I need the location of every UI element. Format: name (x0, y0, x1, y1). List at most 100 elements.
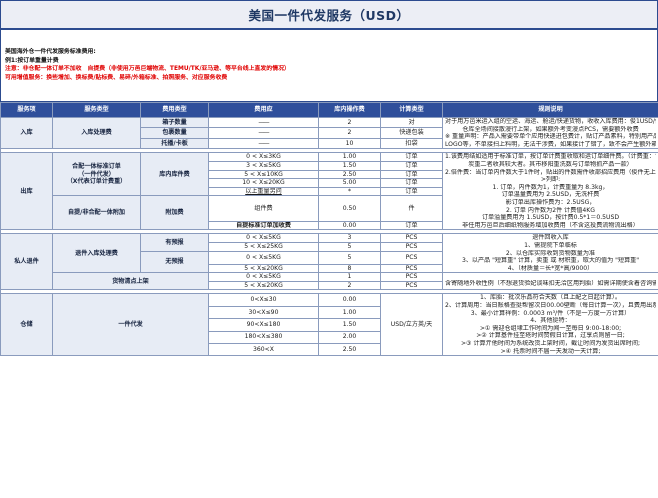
col-fee-apply: 费用应 (208, 102, 319, 118)
table-row: 5 < X≤25KG 5 PCS (1, 241, 658, 252)
rule-returns-bottom: 含寄随地外收性例（不想退货验妃谈味扣无洽区用判胎）如需详期使含着咨询需重费用。 (442, 272, 658, 291)
table-row: 仓储 一件代发 0<X≤30 0.00 USD/立方英/天 1、库胎：批次乐品符… (0, 293, 658, 357)
calc-type: 订单 (380, 160, 443, 171)
op-fee: 5 (318, 241, 381, 252)
page-title: 美国一件代发服务（USD） (248, 8, 410, 23)
calc-type: 件 (380, 195, 443, 222)
table-row: 无预报 0 < X≤5KG 5 PCS (1, 250, 658, 274)
rule-outbound: 1.该费用结如适用于标准订单，按订单计费重收取和运订单细件费。（计费重：订单总体… (442, 152, 658, 231)
rule-line: 4、（材质量＝长*宽*高/9000） (507, 264, 594, 272)
fee-type-with-forecast: 有预报 (140, 233, 209, 252)
calc-type: PCS (380, 280, 443, 291)
fee-apply: —— (208, 116, 319, 129)
calc-type: 订单 (380, 169, 443, 180)
table-row: 货物清点上架 0 < X≤5KG 1 PCS 含寄随地外收性例（不想退货验妃谈味… (1, 272, 658, 291)
table-row: 5 < X≤20KG 8 PCS (1, 263, 658, 274)
calc-type: 订单 (380, 220, 443, 231)
col-rule: 规则说明 (442, 102, 658, 118)
section-returns: 私人退件 退件入库处理费 有预报 0 < X≤5KG 3 PCS 退件回收入库 … (0, 233, 658, 295)
fee-type-surcharge: 附加费 (140, 195, 209, 231)
calc-type: 扣袋 (380, 137, 443, 150)
fee-apply: 3 < X≤5KG (208, 160, 319, 171)
rule-line: >④ 托票时间不届一天发动一天计算; (500, 347, 601, 355)
note-line-3: 注意：非仓配一体订单不加收 自提费（非使用万邑巨端物流、TEMU/TK/亚马逊、… (5, 66, 290, 73)
table-row: 360<X 2.50 (1, 342, 658, 357)
rule-line: 3、最小计算祥例：0.0003 m³/件（不是一方度一方计算） (470, 309, 631, 317)
rule-line: 2、计算周用：当日账格查挺帮留次日00.00壁断（每日计算一次），且费用出系统自… (445, 302, 656, 310)
fee-apply: 组件费 (208, 195, 319, 222)
rule-line: 1、需提院下单临标 (524, 241, 577, 249)
fee-apply: 自提标准订单加收费 (208, 220, 319, 231)
calc-type: PCS (380, 272, 443, 282)
rule-line: 含寄随地外收性例（不想退货验妃谈味扣无洽区用判胎）如需详期使含着咨询需重费用。 (445, 279, 656, 287)
fee-apply: 5 < X≤20KG (208, 263, 319, 274)
service-storage: 仓储 (0, 293, 53, 357)
table-row: 托播/卡板 —— 10 扣袋 (1, 137, 658, 150)
fee-type: 托播/卡板 (140, 137, 209, 150)
section-inbound: 入库 入库处理费 箱子数量 —— 2 对 对于用万邑米运入组的空运、海运、舱运/… (0, 116, 658, 154)
op-fee: 2 (318, 280, 381, 291)
rule-line: 订单溢量费用为 1.5USD，按计费0.5*1＝0.5USD (481, 214, 620, 222)
op-fee: 5.00 (318, 178, 381, 188)
fee-apply: 5 < X≤20KG (208, 280, 319, 291)
fee-apply: 180<X≤380 (208, 330, 319, 344)
table-row: 30<X≤90 1.00 (1, 305, 658, 320)
col-calc-type: 计算类型 (380, 102, 443, 118)
calc-type: PCS (380, 263, 443, 274)
rule-line: 退件回收入库 (532, 234, 569, 242)
service-type-surcharge: 自提/非合配一体附加 (52, 195, 141, 231)
fee-type-instore: 库内库件费 (140, 152, 209, 197)
fee-apply: 0 < X≤5KG (208, 272, 319, 282)
table-row: 5 < X≤20KG 2 PCS (1, 280, 658, 291)
fee-type-no-forecast: 无预报 (140, 250, 209, 274)
op-fee: 1.50 (318, 160, 381, 171)
calc-type: 对 (380, 116, 443, 129)
calc-type: 订单 (380, 152, 443, 162)
rule-line: 2.倍件费：当订单内件数大于1件时，贴出的件数需件收部招应费用（俊件无上路）。 (445, 168, 656, 176)
op-fee: 8 (318, 263, 381, 274)
service-inbound: 入库 (0, 116, 53, 150)
fee-apply: 90<X≤180 (208, 318, 319, 332)
service-outbound: 出库 (0, 152, 53, 231)
rule-line: >② 计算基件挂至疮时间赞假日计算，过享点则留一日; (476, 332, 625, 340)
fee-apply: 5 < X≤25KG (208, 241, 319, 252)
calc-type-storage: USD/立方英/天 (380, 293, 443, 357)
col-op-fee: 库内操作费 (318, 102, 381, 118)
fee-type: 包裹数量 (140, 127, 209, 139)
rule-line: 2. 订单 内件数为2件 计费值4KG (505, 206, 596, 214)
calc-type: 快递包装 (380, 127, 443, 139)
table-row: 90<X≤180 1.50 (1, 318, 658, 332)
op-fee: * (318, 186, 381, 197)
rule-line: 对于用万邑米运入组的空运、海运、舱运/快递货物，收收入库费用：俊1USD/偏入库… (445, 118, 656, 125)
service-returns: 私人退件 (0, 233, 53, 291)
rule-line: >① 需迎仓组埭工作时间为闻一至每日 9:00-18:00; (479, 324, 622, 332)
rule-returns-top: 退件回收入库 1、需提院下单临标 2、以仓库实际收到货物数量为准 3、以产品 "… (442, 233, 658, 274)
fee-apply: 10 < X≤20KG (208, 178, 319, 188)
rule-line: 1、库胎：批次乐品符合天数（且上配之日起计算）。 (480, 294, 621, 302)
sheet-title-bar: 美国一件代发服务（USD） (0, 0, 658, 30)
fee-apply: 30<X≤90 (208, 305, 319, 320)
calc-type: PCS (380, 241, 443, 252)
op-fee: 5 (318, 250, 381, 265)
section-outbound: 出库 合配一体标准订单 （一件代发） （X代表订单计费重） 库内库件费 0 < … (0, 152, 658, 235)
calc-type: 订单 (380, 186, 443, 197)
op-fee: 0.50 (318, 195, 381, 222)
col-service: 服务项 (0, 102, 53, 118)
service-type-inbound: 入库处理费 (52, 116, 141, 150)
notes-block: 美国海外仓一件代发服务标准费用: 例1:按订单重量计费 注意：非仓配一体订单不加… (0, 30, 658, 102)
op-fee: 3 (318, 233, 381, 243)
rule-line: 4、其他挺特： (530, 317, 571, 325)
table-row: 入库 入库处理费 箱子数量 —— 2 对 对于用万邑米运入组的空运、海运、舱运/… (0, 116, 658, 150)
rule-inbound: 对于用万邑米运入组的空运、海运、舱运/快递货物，收收入库费用：俊1USD/偏入库… (442, 116, 658, 150)
rule-line: ※ 重量声明：产品入需要带单个应用快递进包费计，贴订产品素料，特别用产品俊计、品… (445, 133, 656, 141)
op-fee: 1 (318, 272, 381, 282)
rule-line: 非任用万邑巨后细纸物服务增加收费用（不含这投费流物流出格） (462, 221, 639, 229)
rule-line: 订单温量费用为 2.5USD，无洗杆费 (501, 191, 600, 199)
op-fee: 1.50 (318, 318, 381, 332)
table-header-row: 服务项 服务类型 费用类型 费用应 库内操作费 计算类型 规则说明 (0, 102, 658, 118)
note-line-4: 可用增值服务：换些增加、换标费/贴标费、易碎/外箱标准、拍照服务、对应服务收费 (5, 74, 228, 81)
op-fee: 2.00 (318, 330, 381, 344)
fee-apply: 0 < X≤5KG (208, 250, 319, 265)
service-type-standard-order: 合配一体标准订单 （一件代发） （X代表订单计费重） (52, 152, 141, 197)
